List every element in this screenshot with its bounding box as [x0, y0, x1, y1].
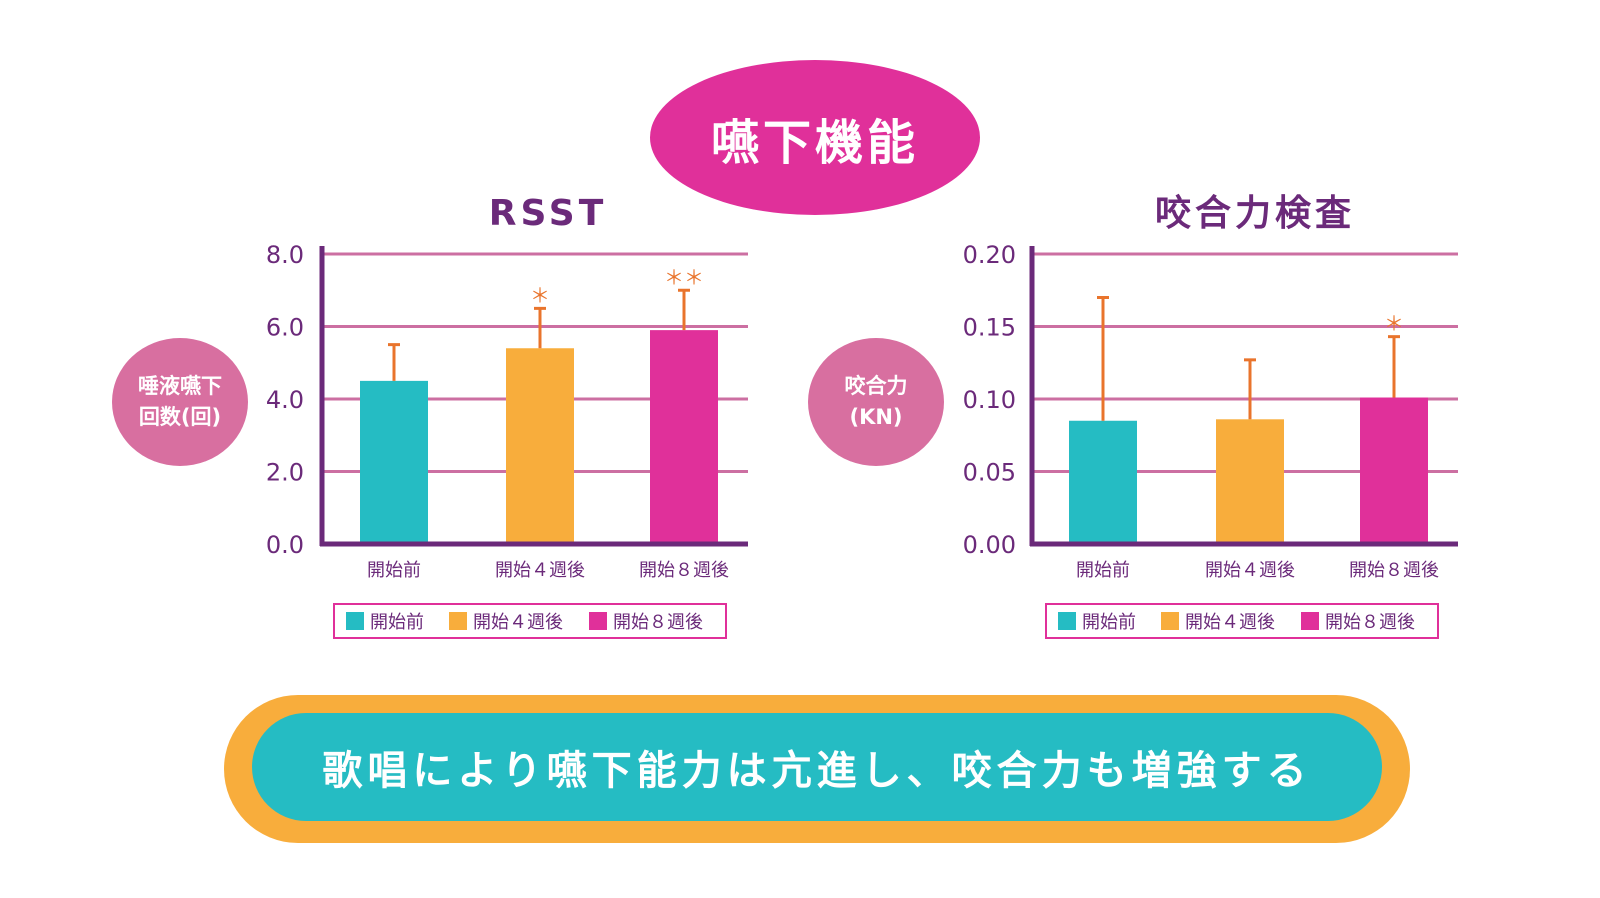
rsst-ylabel-line2: 回数(回) — [138, 405, 222, 429]
main-title-badge: 嚥下機能 — [650, 60, 980, 215]
rsst-bar — [506, 348, 574, 544]
rsst-xtick-label: 開始８週後 — [639, 560, 729, 581]
bite-ytick-label: 0.20 — [963, 241, 1016, 269]
bite-significance-mark: ＊ — [1384, 312, 1404, 336]
rsst-ytick-label: 2.0 — [266, 459, 304, 487]
rsst-legend-label: 開始４週後 — [473, 612, 563, 633]
bite-legend-swatch — [1161, 612, 1179, 630]
rsst-ytick-label: 8.0 — [266, 241, 304, 269]
bite-xtick-label: 開始８週後 — [1349, 560, 1439, 581]
rsst-legend-swatch — [449, 612, 467, 630]
rsst-xtick-label: 開始前 — [367, 560, 421, 581]
bite-chart-title: 咬合力検査 — [1155, 193, 1355, 234]
rsst-bar — [360, 380, 428, 544]
bite-legend-label: 開始前 — [1082, 612, 1136, 633]
rsst-ytick-label: 4.0 — [266, 386, 304, 414]
bite-ytick-label: 0.05 — [963, 459, 1016, 487]
rsst-ytick-label: 0.0 — [266, 531, 304, 559]
rsst-chart-title: RSST — [489, 193, 608, 234]
bite-legend-label: 開始４週後 — [1185, 612, 1275, 633]
rsst-legend-swatch — [589, 612, 607, 630]
bite-ytick-label: 0.10 — [963, 386, 1016, 414]
rsst-legend-label: 開始前 — [370, 612, 424, 633]
bite-bar — [1360, 397, 1428, 544]
bite-xtick-label: 開始４週後 — [1205, 560, 1295, 581]
conclusion-banner: 歌唱により嚥下能力は亢進し、咬合力も増強する — [252, 713, 1382, 821]
bite-xtick-label: 開始前 — [1076, 560, 1130, 581]
rsst-ytick-label: 6.0 — [266, 314, 304, 342]
rsst-ylabel-line1: 唾液嚥下 — [138, 373, 222, 398]
rsst-ylabel-circle: 唾液嚥下 回数(回) — [112, 338, 248, 466]
bite-ytick-label: 0.15 — [963, 314, 1016, 342]
bite-ylabel-circle: 咬合力 (KN) — [808, 338, 944, 466]
rsst-significance-mark: ＊ — [530, 283, 550, 307]
bite-ylabel-line1: 咬合力 — [844, 373, 908, 398]
rsst-bar — [650, 330, 718, 544]
rsst-legend-label: 開始８週後 — [613, 612, 703, 633]
rsst-legend-box — [333, 603, 727, 639]
rsst-xtick-label: 開始４週後 — [495, 560, 585, 581]
main-title: 嚥下機能 — [710, 114, 919, 171]
bite-bar — [1216, 419, 1284, 544]
bite-legend-box — [1045, 603, 1439, 639]
bite-legend-swatch — [1301, 612, 1319, 630]
bite-legend-swatch — [1058, 612, 1076, 630]
rsst-significance-mark: ＊＊ — [664, 265, 704, 289]
bite-bar — [1069, 420, 1137, 544]
bite-ytick-label: 0.00 — [963, 531, 1016, 559]
bite-ylabel-line2: (KN) — [849, 405, 903, 429]
rsst-legend-swatch — [346, 612, 364, 630]
conclusion-text: 歌唱により嚥下能力は亢進し、咬合力も増強する — [322, 748, 1312, 794]
bite-legend-label: 開始８週後 — [1325, 612, 1415, 633]
